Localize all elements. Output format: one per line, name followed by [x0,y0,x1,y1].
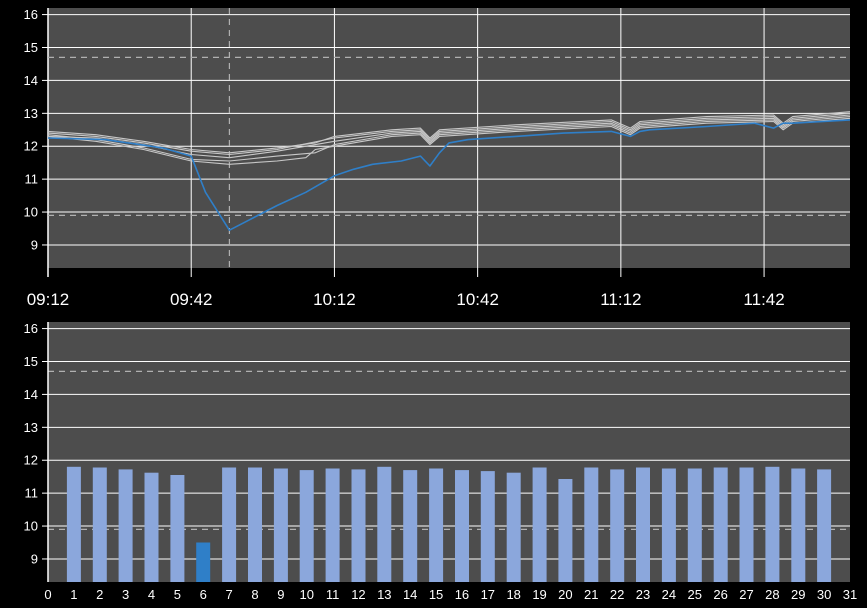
x-tick-label: 31 [843,587,857,602]
bar [66,466,81,582]
x-tick-label: 5 [174,587,181,602]
x-tick-label: 30 [817,587,831,602]
y-tick-label: 14 [24,387,38,402]
y-tick-label: 11 [25,486,39,501]
x-tick-label: 09:42 [170,290,213,309]
x-tick-label: 11 [326,587,340,602]
x-tick-label: 21 [584,587,598,602]
bar [273,468,288,582]
x-tick-label: 13 [377,587,391,602]
x-tick-label: 0 [44,587,51,602]
bar [713,467,728,582]
x-tick-label: 18 [506,587,520,602]
bar [144,472,159,582]
bar [532,467,547,582]
y-tick-label: 13 [24,106,38,121]
bar [455,470,469,582]
y-tick-label: 16 [24,7,38,22]
bar [118,469,133,582]
x-tick-label: 25 [688,587,702,602]
y-tick-label: 16 [24,321,38,336]
bar [661,468,676,582]
y-tick-label: 15 [24,40,38,55]
bar-highlight [196,542,211,582]
bar [403,470,418,582]
x-tick-label: 3 [122,587,129,602]
bar [558,479,573,582]
y-tick-label: 11 [25,172,39,187]
y-tick-label: 10 [24,519,38,534]
y-tick-label: 9 [31,237,38,252]
x-tick-label: 27 [739,587,753,602]
x-tick-label: 10:12 [313,290,356,309]
y-tick-label: 10 [24,205,38,220]
bar [687,468,702,582]
bar [92,467,107,582]
bar [817,469,832,582]
bar [325,468,340,582]
x-tick-label: 2 [96,587,103,602]
x-tick-label: 10:42 [456,290,499,309]
x-tick-label: 8 [251,587,258,602]
x-tick-label: 15 [429,587,443,602]
x-tick-label: 23 [636,587,650,602]
x-tick-label: 20 [558,587,572,602]
series-line-3 [47,116,851,162]
bar [636,467,650,582]
x-tick-label: 14 [403,587,417,602]
bar [299,470,314,582]
series-line-current [47,119,851,231]
x-tick-label: 12 [351,587,365,602]
series-line-4 [47,117,851,165]
x-tick-label: 24 [662,587,676,602]
bar [351,469,366,582]
bar [765,466,780,582]
x-tick-label: 26 [713,587,727,602]
y-tick-label: 13 [24,420,38,435]
x-tick-label: 4 [148,587,155,602]
x-tick-label: 09:12 [27,290,70,309]
bar [610,469,625,582]
bar [429,468,444,582]
line-chart: 9 10 11 12 13 14 15 16 09:12 09:42 10:12 10:42 11:12… [24,7,851,309]
bar [791,468,806,582]
series-line-1 [47,112,851,156]
bar [248,467,262,582]
bar [739,467,754,582]
bar [170,475,185,582]
y-tick-label: 15 [24,354,38,369]
y-tick-label: 12 [24,139,38,154]
series-line-5 [47,111,851,154]
x-tick-label: 16 [455,587,469,602]
bar [506,472,521,582]
x-tick-label: 1 [70,587,77,602]
x-tick-label: 28 [765,587,779,602]
x-tick-label: 9 [277,587,284,602]
bar [584,467,599,582]
bar [480,471,495,582]
x-tick-label: 17 [481,587,495,602]
x-tick-label: 7 [225,587,232,602]
x-tick-label: 6 [200,587,207,602]
bar [377,466,392,582]
y-tick-label: 9 [31,551,38,566]
plot-area [48,8,850,268]
x-tick-label: 11:42 [743,290,784,309]
y-tick-label: 14 [24,73,38,88]
series-line-2 [47,114,851,159]
bar [222,467,237,582]
y-tick-label: 12 [24,453,38,468]
x-tick-label: 22 [610,587,624,602]
x-tick-label: 19 [532,587,546,602]
x-tick-label: 11:12 [600,290,641,309]
x-tick-label: 29 [791,587,805,602]
x-tick-label: 10 [299,587,313,602]
